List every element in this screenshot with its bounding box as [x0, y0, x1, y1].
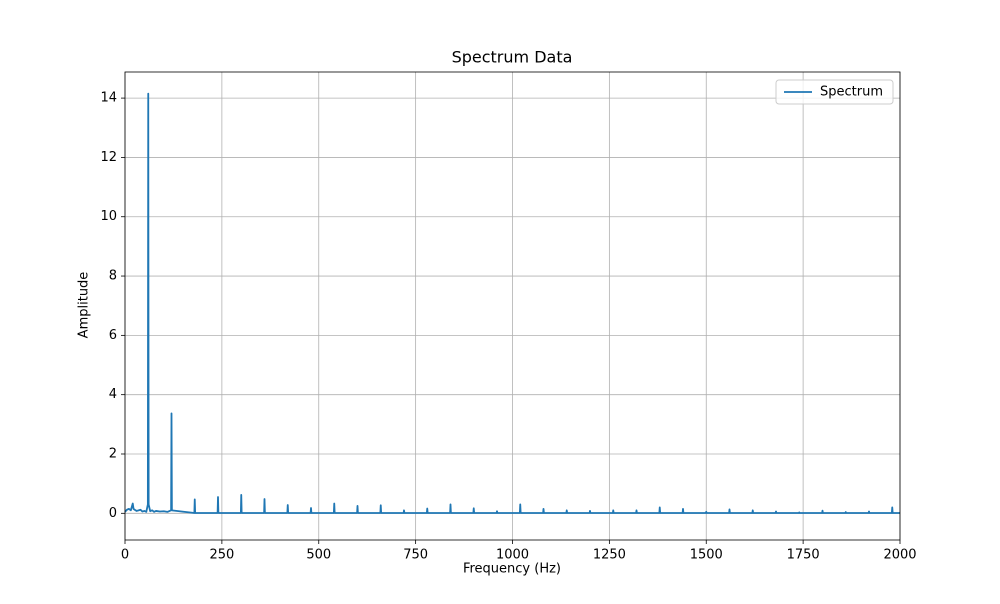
y-tick-label: 12 [100, 150, 117, 165]
x-tick-label: 0 [121, 548, 129, 563]
y-tick-label: 14 [100, 91, 117, 106]
y-tick-label: 8 [109, 269, 117, 284]
x-tick-label: 500 [306, 548, 331, 563]
x-axis-label: Frequency (Hz) [463, 562, 561, 577]
y-tick-label: 0 [109, 506, 117, 521]
x-tick-label: 1500 [690, 548, 723, 563]
legend-label: Spectrum [820, 85, 883, 100]
x-tick-label: 1000 [496, 548, 529, 563]
spectrum-line [124, 92, 900, 514]
x-tick-label: 250 [209, 548, 234, 563]
x-tick-label: 750 [403, 548, 428, 563]
y-tick-label: 10 [100, 209, 117, 224]
x-tick-label: 2000 [883, 548, 916, 563]
chart-title: Spectrum Data [452, 48, 573, 67]
legend-box [775, 79, 894, 105]
x-tick-label: 1250 [593, 548, 626, 563]
y-axis-label: Amplitude [77, 272, 92, 339]
x-tick-label: 1750 [787, 548, 820, 563]
plot-frame [124, 71, 901, 541]
y-tick-label: 2 [109, 446, 117, 461]
y-tick-label: 6 [109, 328, 117, 343]
y-tick-label: 4 [109, 387, 117, 402]
